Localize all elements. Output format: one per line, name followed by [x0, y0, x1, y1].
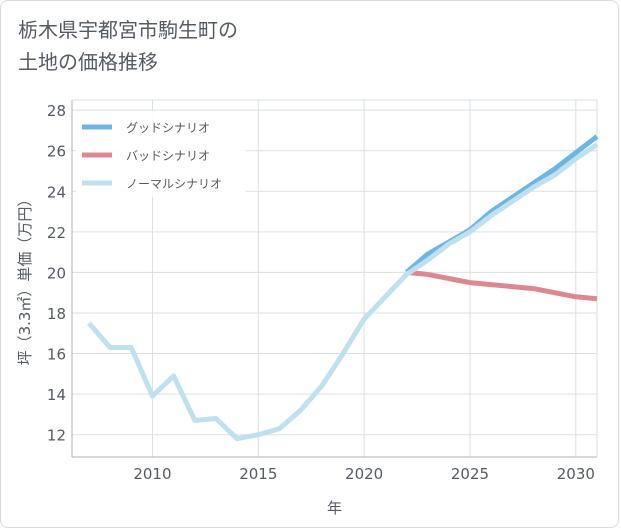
series-line-0 — [404, 134, 599, 275]
x-tick-label: 2020 — [345, 465, 383, 483]
x-axis-label: 年 — [327, 499, 342, 517]
y-tick-label: 12 — [47, 427, 66, 445]
y-tick-label: 24 — [47, 183, 66, 201]
y-tick-label: 14 — [47, 386, 66, 404]
x-tick-label: 2025 — [451, 465, 489, 483]
x-tick-label: 2015 — [239, 465, 277, 483]
x-tick-label: 2010 — [133, 465, 171, 483]
x-tick-label: 2030 — [557, 465, 595, 483]
legend-label: グッドシナリオ — [126, 121, 210, 135]
chart-title: 栃木県宇都宮市駒生町の 土地の価格推移 — [18, 14, 238, 78]
y-tick-label: 18 — [47, 305, 66, 323]
y-axis-label: 坪（3.3㎡）単価（万円） — [16, 192, 34, 366]
series-line-1 — [406, 269, 598, 302]
y-tick-label: 20 — [47, 264, 66, 282]
chart-title-line1: 栃木県宇都宮市駒生町の — [18, 18, 238, 42]
y-tick-label: 22 — [47, 224, 66, 242]
y-tick-label: 26 — [47, 143, 66, 161]
legend-label: バッドシナリオ — [126, 149, 210, 163]
series-lines — [87, 134, 599, 442]
chart-title-line2: 土地の価格推移 — [18, 50, 158, 74]
y-tick-label: 16 — [47, 346, 66, 364]
series-line-2 — [87, 142, 599, 442]
y-tick-label: 28 — [47, 102, 66, 120]
axes: 12 14 16 18 20 22 24 26 28 2010 2015 2020 2025 2030 — [47, 99, 598, 483]
legend-label: ノーマルシナリオ — [126, 177, 222, 191]
